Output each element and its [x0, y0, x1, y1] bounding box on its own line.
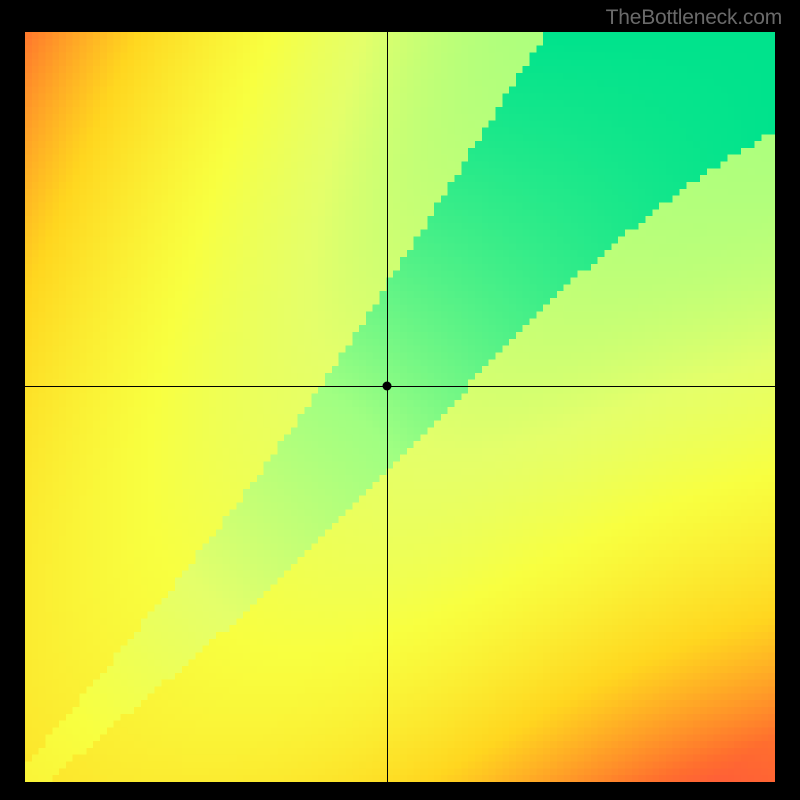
watermark-text: TheBottleneck.com [606, 6, 782, 30]
crosshair-horizontal [25, 386, 775, 387]
heatmap-canvas [25, 32, 775, 782]
crosshair-vertical [387, 32, 388, 782]
bottleneck-heatmap [25, 32, 775, 782]
intersection-marker [382, 382, 391, 391]
